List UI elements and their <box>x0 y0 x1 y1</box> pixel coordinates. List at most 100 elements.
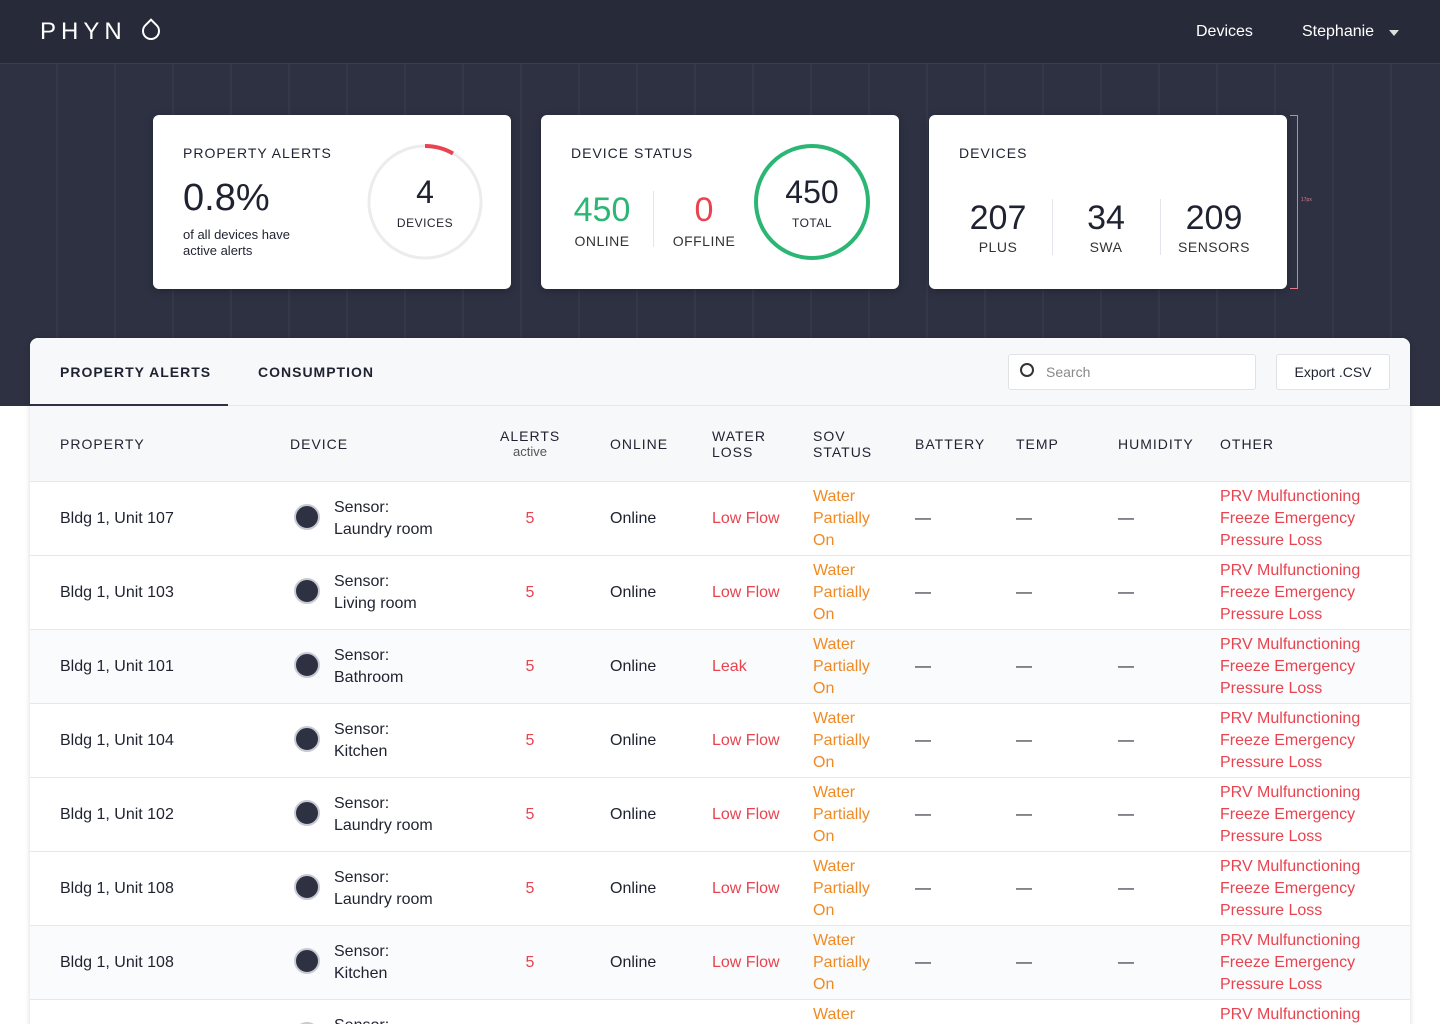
tab[interactable]: PROPERTY ALERTS <box>60 364 212 380</box>
table-cell: 5 <box>500 482 560 556</box>
column-header: ONLINE <box>610 406 710 482</box>
table-cell: PRV Mulfunctioning Freeze Emergency Pressu… <box>1220 630 1400 704</box>
water-loss: Low Flow <box>712 880 780 897</box>
sov-status: Water Partially On <box>813 562 870 623</box>
table-cell: — <box>1016 926 1106 1000</box>
property: Bldg 1, Unit 107 <box>60 510 174 527</box>
battery: — <box>915 954 931 971</box>
other-alert: Pressure Loss <box>1220 902 1323 919</box>
card-title: DEVICE STATUS <box>571 145 694 161</box>
humidity: — <box>1118 880 1134 897</box>
stat-label: PLUS <box>978 239 1018 255</box>
table-cell: PRV Mulfunctioning Freeze Emergency Pressu… <box>1220 778 1400 852</box>
stat-label: OFFLINE <box>672 233 736 249</box>
device-text: Sensor: Living room <box>334 571 417 615</box>
online: Online <box>610 954 657 971</box>
table-cell: Online <box>610 482 710 556</box>
other-alert: PRV Mulfunctioning <box>1220 932 1361 949</box>
column-header: HUMIDITY <box>1118 406 1218 482</box>
water-loss: Low Flow <box>712 510 780 527</box>
other-alert: Freeze Emergency <box>1220 732 1356 749</box>
table-cell: Bldg 1, Unit 108 <box>60 926 280 1000</box>
other-alert: Pressure Loss <box>1220 532 1323 549</box>
water-loss: Low Flow <box>712 806 780 823</box>
search-box[interactable]: Search <box>1008 354 1256 390</box>
table-cell: Low Flow <box>712 556 802 630</box>
column-header: ALERTS active <box>500 406 560 482</box>
table-cell: Sensor: Laundry room <box>290 778 490 852</box>
ring-track <box>754 144 870 260</box>
table-cell: Online <box>610 852 710 926</box>
tab[interactable]: CONSUMPTION <box>258 364 374 380</box>
table-cell: Bldg 1, Unit 101 <box>60 630 280 704</box>
property: Bldg 1, Unit 108 <box>60 954 174 971</box>
table-cell: — <box>1118 556 1218 630</box>
table-cell: Water Partially On <box>813 852 893 926</box>
stat-label: ONLINE <box>574 233 630 249</box>
device-text: Sensor: Laundry room <box>334 793 433 837</box>
table-cell: Sensor: Kitchen <box>290 704 490 778</box>
battery: — <box>915 880 931 897</box>
table-cell: Water <box>813 1000 893 1024</box>
property: Bldg 1, Unit 102 <box>60 806 174 823</box>
ring-value: 450 <box>785 174 839 210</box>
table-cell: 5 <box>500 630 560 704</box>
table-cell: 5 <box>500 704 560 778</box>
table-cell: PRV Mulfunctioning Freeze Emergency Pressu… <box>1220 704 1400 778</box>
temp: — <box>1016 584 1032 601</box>
humidity: — <box>1118 510 1134 527</box>
stat-value: 450 <box>573 191 631 229</box>
table-cell: Bldg 1, Unit 104 <box>60 704 280 778</box>
table-cell: Bldg 1, Unit 107 <box>60 482 280 556</box>
other-alert: PRV Mulfunctioning <box>1220 488 1361 505</box>
temp: — <box>1016 880 1032 897</box>
card-title: PROPERTY ALERTS <box>183 145 332 161</box>
divider <box>1160 199 1161 255</box>
temp: — <box>1016 732 1032 749</box>
other-alert: PRV Mulfunctioning <box>1220 1006 1361 1023</box>
table-cell: Water Partially On <box>813 704 893 778</box>
table-cell: Bldg 1, Unit 103 <box>60 556 280 630</box>
alerts: 5 <box>525 584 535 601</box>
table-cell: PRV Mulfunctioning Freeze Emergency Pressu… <box>1220 556 1400 630</box>
stat-value: 209 <box>1185 199 1243 237</box>
column-header: DEVICE <box>290 406 490 482</box>
alerts: 5 <box>525 880 535 897</box>
nav-link[interactable]: Devices <box>1196 23 1253 40</box>
device-line: Sensor: <box>334 647 390 664</box>
table-cell: 5 <box>500 556 560 630</box>
table-cell: Online <box>610 556 710 630</box>
other-alert: Freeze Emergency <box>1220 658 1356 675</box>
ring-label: DEVICES <box>396 216 454 230</box>
nav-link[interactable]: Stephanie <box>1302 23 1375 40</box>
table-cell: Water Partially On <box>813 556 893 630</box>
table-row <box>30 852 1410 926</box>
other-alert: Freeze Emergency <box>1220 584 1356 601</box>
card-value: 0.8% <box>183 177 270 219</box>
export-button[interactable]: Export .CSV <box>1276 354 1390 390</box>
divider <box>1052 199 1053 255</box>
table-cell: PRV Mulfunctioning Freeze Emergency Pressu… <box>1220 482 1400 556</box>
column-label: TEMP <box>1016 436 1059 452</box>
device-icon <box>294 800 320 826</box>
other-alert: PRV Mulfunctioning <box>1220 636 1361 653</box>
other-alert: Freeze Emergency <box>1220 806 1356 823</box>
column-label: DEVICE <box>290 436 349 452</box>
table-cell: Low Flow <box>712 704 802 778</box>
ring <box>754 144 870 260</box>
other-alert: PRV Mulfunctioning <box>1220 710 1361 727</box>
property: Bldg 1, Unit 103 <box>60 584 174 601</box>
table-cell: Water Partially On <box>813 482 893 556</box>
stat-value: 0 <box>694 191 714 229</box>
device-icon <box>294 948 320 974</box>
humidity: — <box>1118 954 1134 971</box>
other-alert: Pressure Loss <box>1220 976 1323 993</box>
sov-status: Water Partially On <box>813 784 870 845</box>
search-placeholder: Search <box>1046 364 1091 380</box>
other-alert: Freeze Emergency <box>1220 954 1356 971</box>
column-header: WATER LOSS <box>712 406 802 482</box>
stat-label: SWA <box>1089 239 1123 255</box>
temp: — <box>1016 806 1032 823</box>
water-loss: Low Flow <box>712 954 780 971</box>
